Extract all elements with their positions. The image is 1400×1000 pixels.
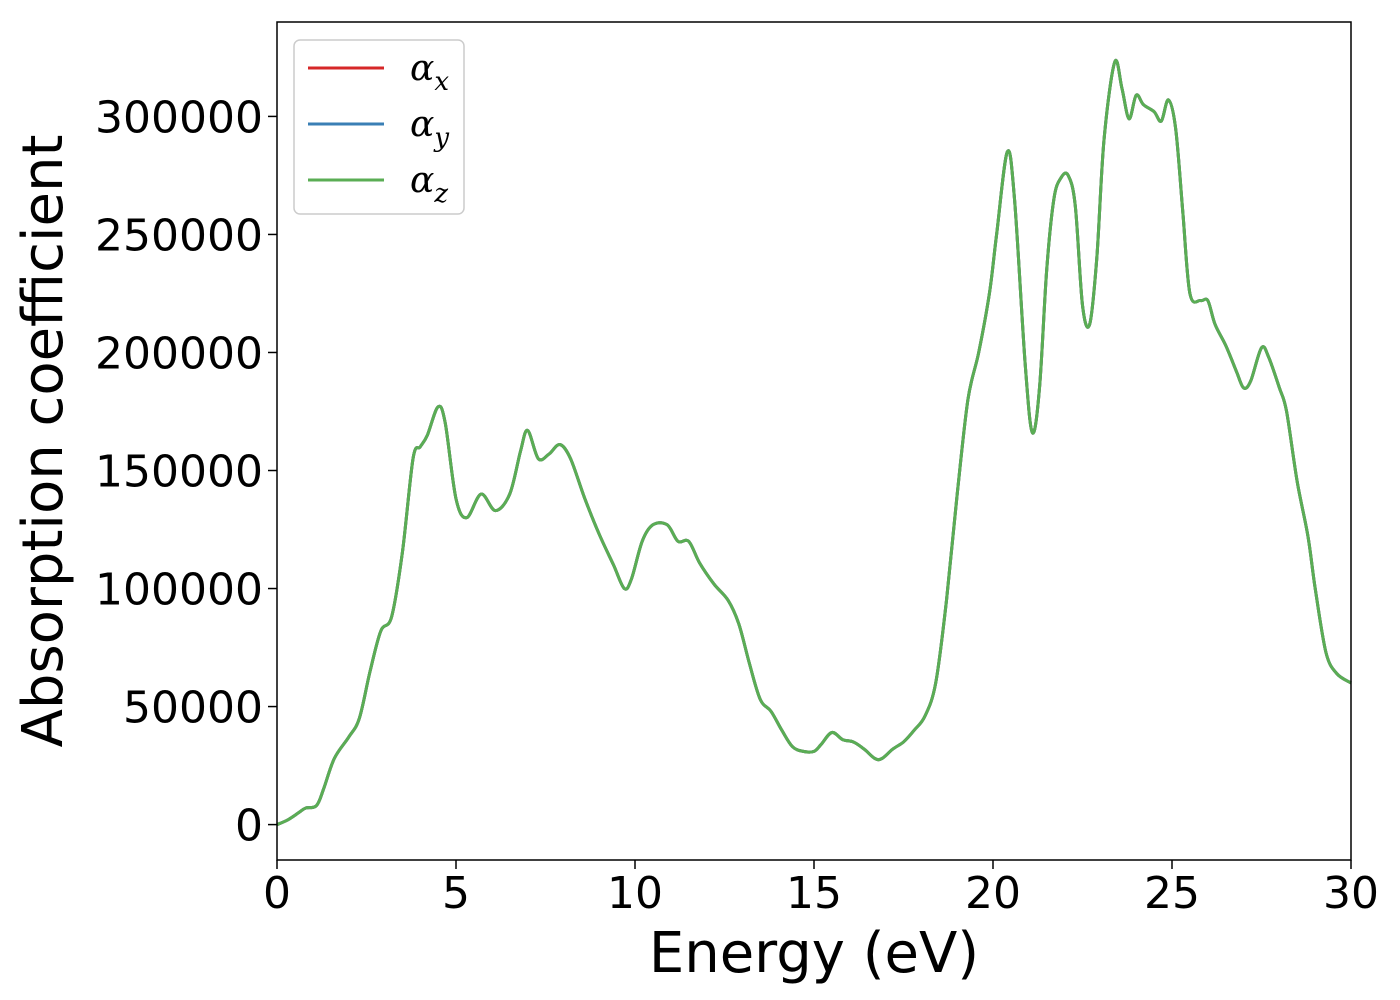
series-layer bbox=[276, 58, 1352, 826]
x-tick-label: 25 bbox=[1144, 868, 1200, 919]
y-tick-label: 150000 bbox=[95, 447, 263, 498]
x-tick-label: 5 bbox=[442, 868, 470, 919]
x-tick-label: 20 bbox=[965, 868, 1021, 919]
legend-box bbox=[293, 39, 465, 215]
series-line-z bbox=[276, 58, 1352, 826]
x-tick-label: 30 bbox=[1323, 868, 1379, 919]
y-tick-label: 100000 bbox=[95, 565, 263, 616]
x-tick-label: 10 bbox=[607, 868, 663, 919]
x-tick-label: 15 bbox=[786, 868, 842, 919]
y-tick-label: 50000 bbox=[123, 683, 263, 734]
y-tick-label: 200000 bbox=[95, 328, 263, 379]
x-axis-label: Energy (eV) bbox=[649, 921, 979, 986]
x-axis-ticks: 0 5 10 15 20 25 30 bbox=[263, 860, 1379, 919]
y-tick-label: 300000 bbox=[95, 92, 263, 143]
y-axis-label: Absorption coefficient bbox=[11, 135, 76, 748]
y-tick-label: 0 bbox=[235, 801, 263, 852]
x-tick-label: 0 bbox=[263, 868, 291, 919]
y-tick-label: 250000 bbox=[95, 210, 263, 261]
y-axis-ticks: 0 50000 100000 150000 200000 250000 300000 bbox=[95, 92, 277, 852]
